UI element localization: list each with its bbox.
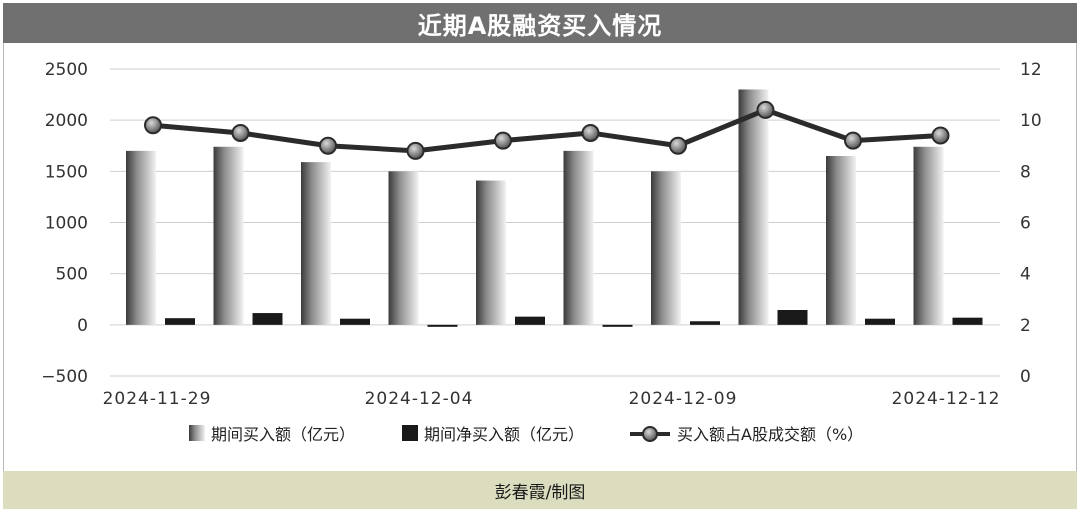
line-point-buy-ratio	[494, 131, 512, 150]
legend-label-net-buy-amount: 期间净买入额（亿元）	[424, 425, 584, 444]
right-axis-tick-label: 4	[1020, 265, 1031, 285]
bar-buy-amount	[826, 155, 856, 325]
legend-swatch-marker-buy-ratio	[642, 426, 658, 442]
bar-net-buy-amount	[865, 318, 895, 325]
legend-swatch-net-buy-amount	[402, 425, 418, 441]
bar-buy-amount	[476, 180, 506, 325]
bar-net-buy-amount	[340, 318, 370, 325]
bar-net-buy-amount	[252, 313, 283, 325]
x-axis-tick-label: 2024-12-09	[629, 389, 738, 409]
bar-net-buy-amount	[427, 324, 458, 327]
legend-label-buy-amount: 期间买入额（亿元）	[211, 425, 355, 444]
bar-net-buy-amount	[952, 317, 983, 325]
bar-buy-amount	[738, 89, 769, 325]
bar-net-buy-amount	[777, 309, 808, 325]
left-axis-tick-label: 2000	[45, 111, 88, 131]
bar-net-buy-amount	[690, 321, 720, 325]
x-axis-tick-label: 2024-12-12	[892, 389, 1001, 409]
x-axis-tick-label: 2024-12-04	[365, 389, 474, 409]
right-axis-tick-label: 2	[1020, 316, 1031, 336]
line-buy-ratio	[152, 107, 941, 154]
bar-buy-amount	[213, 146, 244, 325]
line-point-buy-ratio	[931, 126, 950, 145]
left-axis-tick-label: 0	[77, 316, 88, 336]
line-point-buy-ratio	[844, 131, 862, 150]
line-point-buy-ratio	[231, 123, 250, 142]
bar-buy-amount	[301, 162, 331, 325]
line-point-buy-ratio	[319, 136, 337, 155]
right-axis-tick-label: 10	[1020, 111, 1042, 131]
left-axis-tick-label: 500	[56, 265, 88, 285]
legend-label-buy-ratio: 买入额占A股成交额（%）	[677, 425, 863, 444]
bar-buy-amount	[563, 150, 594, 325]
line-point-buy-ratio	[669, 136, 687, 155]
right-axis-tick-label: 12	[1020, 60, 1042, 80]
bar-buy-amount	[913, 146, 944, 325]
left-axis-tick-label: −500	[41, 367, 88, 387]
left-axis-tick-label: 1000	[45, 214, 88, 234]
bar-buy-amount	[126, 150, 156, 325]
right-axis-tick-label: 8	[1020, 162, 1031, 182]
bar-net-buy-amount	[515, 316, 545, 325]
line-point-buy-ratio	[756, 100, 775, 119]
line-point-buy-ratio	[581, 123, 600, 142]
right-axis-tick-label: 6	[1020, 214, 1031, 234]
chart-title: 近期A股融资买入情况	[3, 3, 1077, 43]
bar-buy-amount	[651, 171, 681, 325]
credit-label: 彭春霞/制图	[3, 471, 1077, 509]
bar-net-buy-amount	[602, 324, 633, 327]
left-axis-tick-label: 1500	[45, 162, 88, 182]
legend-swatch-buy-amount	[189, 425, 205, 441]
line-point-buy-ratio	[144, 116, 162, 135]
bar-buy-amount	[388, 171, 419, 325]
left-axis-tick-label: 2500	[45, 60, 88, 80]
x-axis-tick-label: 2024-11-29	[103, 389, 212, 409]
line-point-buy-ratio	[406, 141, 425, 160]
right-axis-tick-label: 0	[1020, 367, 1031, 387]
bar-net-buy-amount	[165, 318, 195, 325]
chart-frame	[3, 3, 1077, 509]
